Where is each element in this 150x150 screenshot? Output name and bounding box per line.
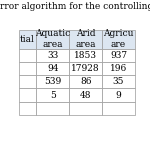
Bar [36,30,69,49]
Text: rror algorithm for the controlling samp: rror algorithm for the controlling samp [0,2,150,11]
Bar [69,102,102,115]
Bar [19,75,36,88]
Text: 196: 196 [110,64,127,73]
Text: 86: 86 [80,77,92,86]
Bar [36,75,69,88]
Bar [19,30,36,49]
Bar [36,102,69,115]
Bar [19,49,36,62]
Bar [102,88,135,102]
Text: 5: 5 [50,91,56,100]
Bar [69,75,102,88]
Bar [36,88,69,102]
Bar [36,49,69,62]
Text: tial: tial [20,35,35,44]
Text: 937: 937 [110,51,127,60]
Bar [69,62,102,75]
Bar [69,88,102,102]
Text: Arid
area: Arid area [75,29,96,49]
Bar [19,102,36,115]
Text: 35: 35 [113,77,124,86]
Text: 48: 48 [80,91,92,100]
Bar [69,30,102,49]
Bar [102,102,135,115]
Bar [102,30,135,49]
Bar [102,62,135,75]
Bar [36,62,69,75]
Bar [69,49,102,62]
Bar [19,62,36,75]
Text: 17928: 17928 [71,64,100,73]
Bar [102,75,135,88]
Bar [102,49,135,62]
Text: Agricu
are: Agricu are [103,29,134,49]
Text: 539: 539 [44,77,62,86]
Text: 94: 94 [47,64,58,73]
Text: 1853: 1853 [74,51,97,60]
Text: 9: 9 [116,91,122,100]
Bar [19,88,36,102]
Text: Aquatic
area: Aquatic area [35,29,70,49]
Text: 33: 33 [47,51,58,60]
